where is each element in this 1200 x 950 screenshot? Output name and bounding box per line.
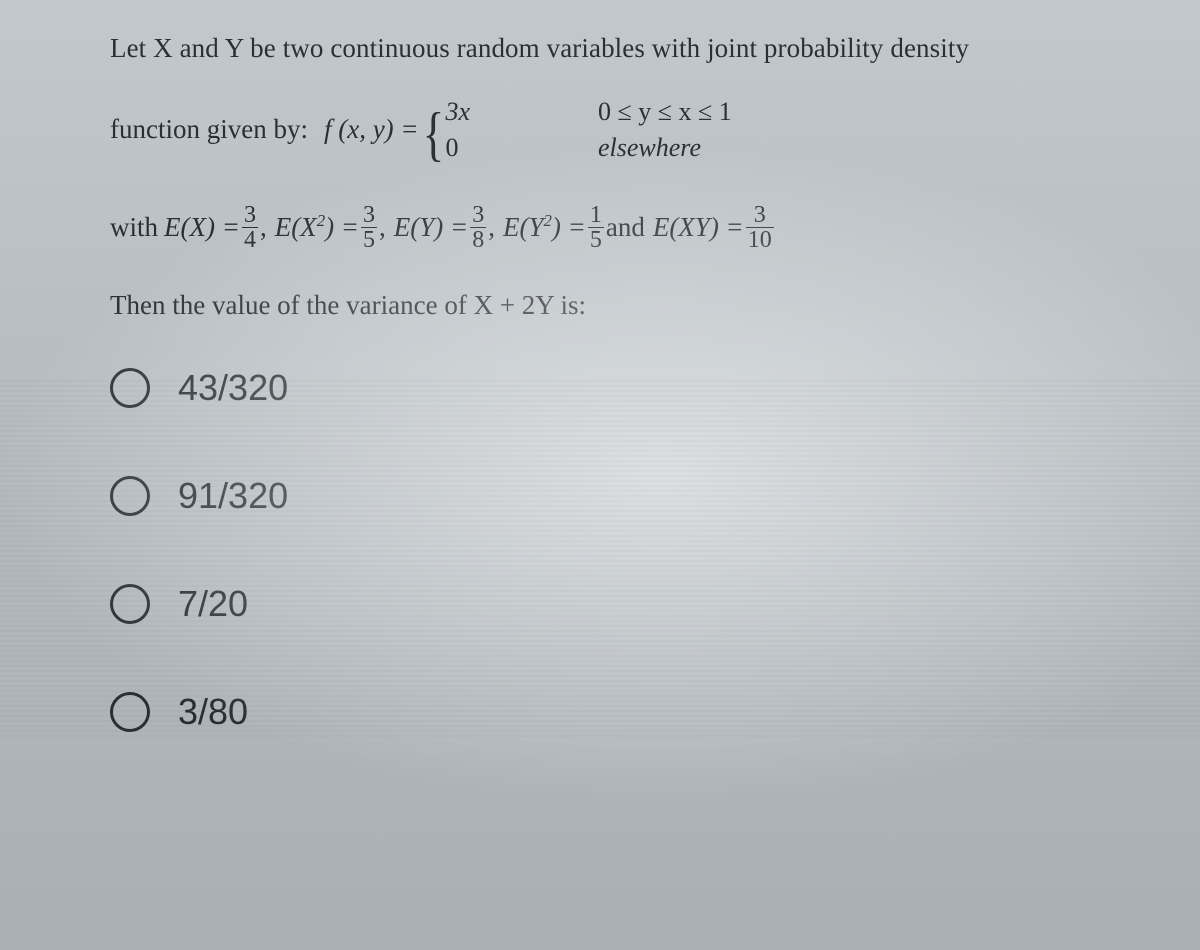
ex-num: 3 (242, 203, 258, 227)
ex2-fraction: 3 5 (361, 203, 377, 253)
fxy-label: f (x, y) = (324, 109, 419, 150)
ex-fraction: 3 4 (242, 203, 258, 253)
question-line-1: Let X and Y be two continuous random var… (110, 28, 1170, 69)
comma-1: , (260, 207, 267, 248)
answer-option-3[interactable]: 7/20 (110, 583, 1170, 625)
radio-icon[interactable] (110, 584, 150, 624)
ex2-num: 3 (361, 203, 377, 227)
ey-fraction: 3 8 (470, 203, 486, 253)
radio-icon[interactable] (110, 692, 150, 732)
radio-icon[interactable] (110, 368, 150, 408)
comma-3: , (488, 207, 495, 248)
piecewise-bottom-right: elsewhere (598, 135, 701, 161)
ey2-fraction: 1 5 (588, 203, 604, 253)
question-prompt-text: Then the value of the variance of X + 2Y… (110, 290, 586, 320)
question-line-1-text: Let X and Y be two continuous random var… (110, 33, 969, 63)
ey2-label: E(Y2) = (503, 207, 586, 248)
answer-option-4[interactable]: 3/80 (110, 691, 1170, 733)
expectations-line: with E(X) = 3 4 , E(X2) = 3 5 , E(Y) = 3… (110, 203, 1170, 253)
piecewise-bottom-left: 0 (445, 135, 458, 161)
ey2-num: 1 (588, 203, 604, 227)
exy-num: 3 (752, 203, 768, 227)
with-text: with (110, 207, 158, 248)
piecewise-right-column: 0 ≤ y ≤ x ≤ 1 elsewhere (598, 97, 732, 163)
answer-option-1[interactable]: 43/320 (110, 367, 1170, 409)
ey-label: E(Y) = (394, 207, 468, 248)
answer-option-3-label: 7/20 (178, 583, 248, 625)
comma-2: , (379, 207, 386, 248)
question-prompt: Then the value of the variance of X + 2Y… (110, 290, 1170, 321)
and-text: and (606, 207, 645, 248)
piecewise-top-right: 0 ≤ y ≤ x ≤ 1 (598, 99, 732, 125)
answer-option-1-label: 43/320 (178, 367, 288, 409)
answer-option-2[interactable]: 91/320 (110, 475, 1170, 517)
exy-den: 10 (746, 228, 774, 252)
question-page: Let X and Y be two continuous random var… (0, 0, 1200, 950)
left-brace-icon: { (422, 116, 444, 152)
exy-label: E(XY) = (653, 207, 744, 248)
ex2-den: 5 (361, 228, 377, 252)
answer-option-2-label: 91/320 (178, 475, 288, 517)
radio-icon[interactable] (110, 476, 150, 516)
ex-label: E(X) = (164, 207, 240, 248)
ex-den: 4 (242, 228, 258, 252)
answer-option-4-label: 3/80 (178, 691, 248, 733)
answer-list: 43/320 91/320 7/20 3/80 (110, 367, 1170, 733)
exy-fraction: 3 10 (746, 203, 774, 253)
ey2-den: 5 (588, 228, 604, 252)
ey-den: 8 (470, 228, 486, 252)
piecewise-top-left: 3x (445, 99, 470, 125)
piecewise-left-column: 3x 0 (445, 97, 470, 163)
ex2-label: E(X2) = (275, 207, 359, 248)
question-line-2: function given by: f (x, y) = { 3x 0 0 ≤… (110, 97, 1170, 163)
function-prefix: function given by: (110, 109, 308, 150)
ey-num: 3 (470, 203, 486, 227)
